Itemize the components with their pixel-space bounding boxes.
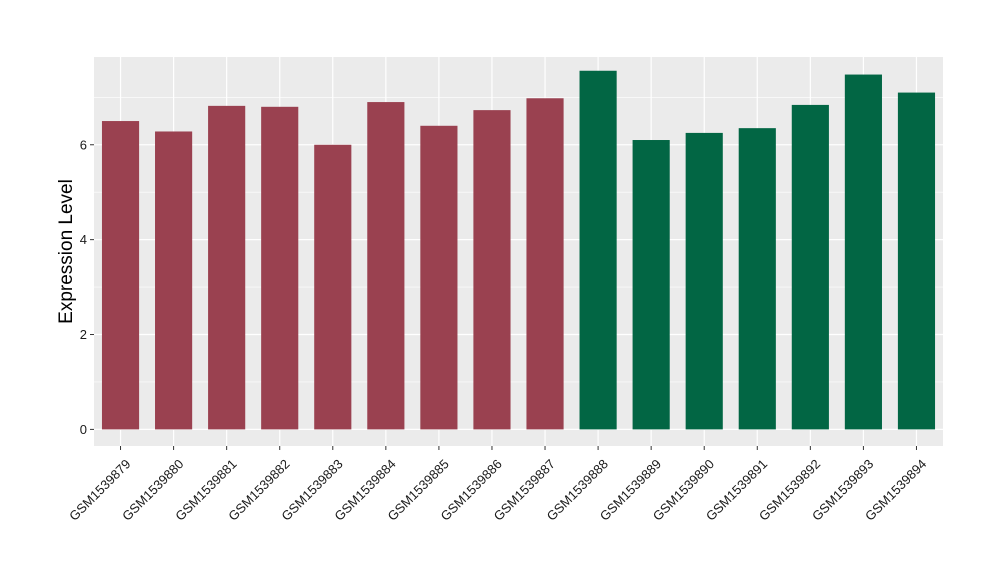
bar-GSM1539891 bbox=[738, 128, 776, 430]
bar-GSM1539882 bbox=[261, 106, 299, 430]
y-axis-title: Expression Level bbox=[56, 179, 77, 324]
bar-GSM1539887 bbox=[526, 98, 564, 430]
bar-GSM1539894 bbox=[897, 92, 936, 430]
y-tick-label: 6 bbox=[80, 137, 87, 152]
y-tick-label: 2 bbox=[80, 327, 87, 342]
bar-GSM1539885 bbox=[420, 125, 458, 430]
bar-GSM1539893 bbox=[844, 74, 882, 430]
bar-GSM1539884 bbox=[367, 102, 405, 430]
bar-GSM1539886 bbox=[473, 110, 511, 430]
bar-GSM1539880 bbox=[155, 131, 193, 430]
y-axis: 0 2 4 6 bbox=[80, 137, 94, 437]
bar-GSM1539888 bbox=[579, 70, 617, 430]
bar-GSM1539892 bbox=[791, 104, 829, 430]
bars bbox=[101, 70, 936, 430]
bar-GSM1539890 bbox=[685, 132, 723, 430]
bar-GSM1539883 bbox=[314, 144, 352, 430]
y-tick-label: 0 bbox=[80, 422, 87, 437]
x-axis: GSM1539879GSM1539880GSM1539881GSM1539882… bbox=[66, 446, 929, 524]
bar-GSM1539881 bbox=[208, 105, 246, 430]
y-tick-label: 4 bbox=[80, 232, 87, 247]
bar-GSM1539879 bbox=[101, 121, 140, 430]
bar-GSM1539889 bbox=[632, 140, 670, 430]
